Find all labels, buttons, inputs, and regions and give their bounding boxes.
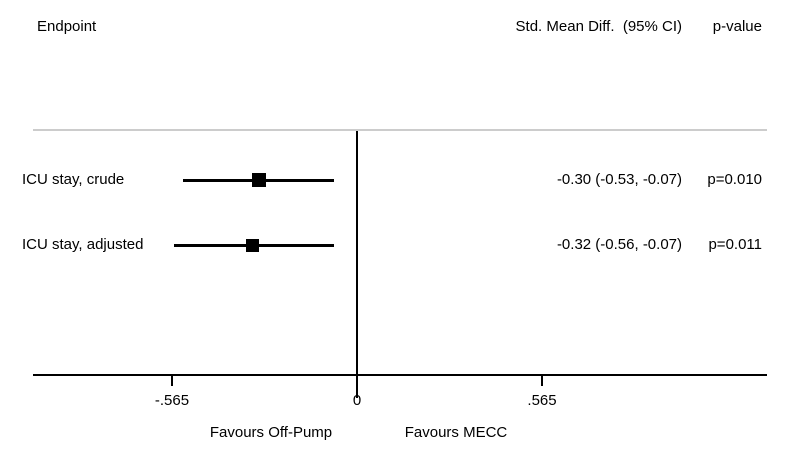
- effect-estimate-value: -0.30 (-0.53, -0.07): [556, 171, 682, 188]
- point-estimate-marker: [251, 173, 266, 187]
- zero-reference-line: [356, 131, 358, 398]
- axis-tick: [541, 375, 543, 386]
- column-header-pvalue: p-value: [712, 18, 762, 35]
- x-axis-line: [33, 374, 767, 376]
- favours-right-label: Favours MECC: [404, 424, 508, 441]
- favours-left-label: Favours Off-Pump: [209, 424, 333, 441]
- column-header-effect: Std. Mean Diff. (95% CI): [515, 18, 682, 35]
- axis-tick-label: -.565: [154, 392, 190, 409]
- row-label: ICU stay, crude: [22, 171, 125, 188]
- row-label: ICU stay, adjusted: [22, 236, 144, 253]
- axis-tick: [171, 375, 173, 386]
- header-separator-line: [33, 129, 767, 131]
- p-value: p=0.011: [708, 236, 762, 253]
- axis-tick-label: 0: [352, 392, 362, 409]
- column-header-endpoint: Endpoint: [37, 18, 97, 35]
- axis-tick-label: .565: [527, 392, 557, 409]
- p-value: p=0.010: [707, 171, 762, 188]
- effect-estimate-value: -0.32 (-0.56, -0.07): [556, 236, 682, 253]
- point-estimate-marker: [245, 238, 259, 252]
